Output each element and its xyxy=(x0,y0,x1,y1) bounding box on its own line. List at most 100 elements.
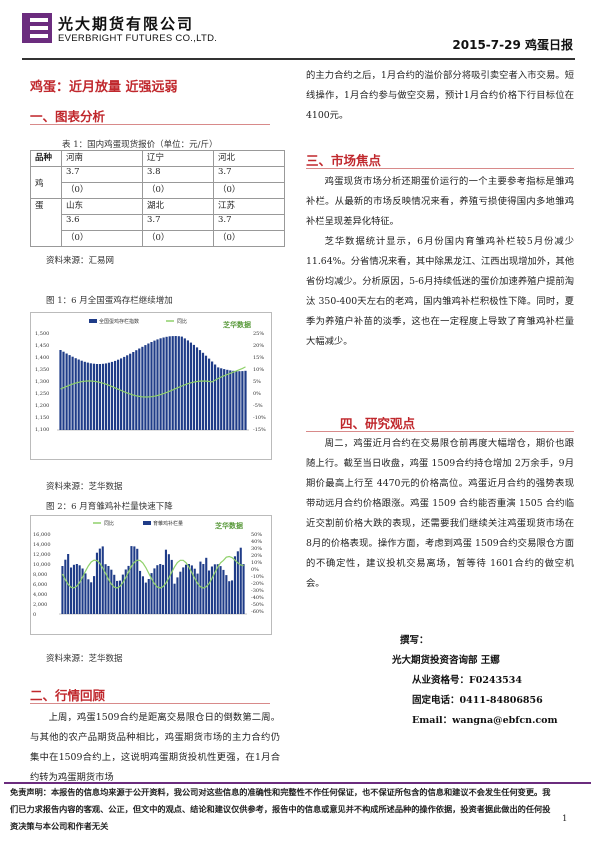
figure-2-yoy-line xyxy=(61,555,244,589)
table-row: 品种 河南 辽宁 河北 xyxy=(30,150,285,167)
tick-label: 14,000 xyxy=(33,542,51,548)
bar xyxy=(104,564,107,614)
main-title: 鸡蛋：近月放量 近强远弱 xyxy=(30,80,178,95)
bar xyxy=(141,576,144,614)
bar xyxy=(95,552,98,614)
bar xyxy=(101,546,104,614)
bar xyxy=(179,571,182,614)
table-cell: 3.7 xyxy=(61,166,143,183)
author-email[interactable]: Email：wangna@ebfcn.com xyxy=(412,715,558,726)
bar xyxy=(84,573,87,614)
tick-label: -10% xyxy=(251,574,264,580)
bar xyxy=(113,574,116,614)
table-cell: 3.6 xyxy=(61,214,143,231)
disclaimer: 免责声明：本报告的信息均来源于公开资料，我公司对这些信息的准确性和完整性不作任何… xyxy=(10,787,551,831)
bar xyxy=(116,580,119,614)
table-cell: 山东 xyxy=(61,198,143,215)
left-axis-ticks: 16,000 14,000 12,000 10,000 8,000 6,000 … xyxy=(33,532,51,618)
table-cell: 江苏 xyxy=(213,198,285,215)
tick-label: 1,350 xyxy=(35,367,49,373)
table-row-label: 蛋 xyxy=(30,198,62,247)
table-row: 蛋 山东 湖北 江苏 xyxy=(30,198,285,247)
legend-label-a: 全国蛋鸡存栏指数 xyxy=(99,318,139,325)
bar xyxy=(153,340,156,430)
tick-label: 1,450 xyxy=(35,343,49,349)
paragraph-text: 的主力合约之后，1月合约的溢价部分将吸引卖空者入市交易。短线操作，1月合约参与做… xyxy=(306,70,574,121)
tick-label: 8,000 xyxy=(33,572,47,578)
bar xyxy=(132,352,135,430)
bar xyxy=(129,353,132,430)
tick-label: -15% xyxy=(253,427,266,433)
bar xyxy=(74,358,77,430)
bar xyxy=(101,363,105,430)
bar xyxy=(231,580,234,614)
bar xyxy=(233,556,236,614)
bar xyxy=(229,370,232,430)
bar xyxy=(213,564,216,614)
bar xyxy=(65,353,68,430)
bar xyxy=(64,559,67,614)
bar xyxy=(219,566,222,614)
tick-label: 4,000 xyxy=(33,592,47,598)
bar xyxy=(156,565,159,614)
bar xyxy=(144,345,147,430)
table-cell: 河北 xyxy=(213,150,285,167)
paragraph-text: 芝华数据统计显示，6月份国内育雏鸡补栏较5月份减少11.64%。分省情况来看，其… xyxy=(306,236,574,347)
author-cert: 从业资格号：F0243534 xyxy=(412,675,523,686)
right-axis-ticks: 50% 40% 30% 20% 10% 0% -10% -20% -30% -4… xyxy=(251,532,264,615)
paragraph-text: 鸡蛋现货市场分析还期蛋价运行的一个主要参考指标是雏鸡补栏。从最新的市场反映情况来… xyxy=(306,176,574,227)
tick-label: 25% xyxy=(253,331,264,337)
bar xyxy=(147,343,150,430)
tick-label: -50% xyxy=(251,602,264,608)
bar xyxy=(165,336,168,430)
table-cell: （0） xyxy=(213,182,285,199)
bar xyxy=(135,350,138,430)
tick-label: -20% xyxy=(251,581,264,587)
legend-swatch-a xyxy=(89,319,97,323)
bar xyxy=(187,564,190,614)
table-cell: 辽宁 xyxy=(142,150,214,167)
company-name-cn: 光大期货有限公司 xyxy=(58,15,195,33)
tick-label: 1,100 xyxy=(35,427,49,433)
bar xyxy=(242,564,245,614)
tick-label: 50% xyxy=(251,532,262,538)
bar xyxy=(130,546,133,614)
table-cell: 3.7 xyxy=(142,214,214,231)
figure-1-yoy-line xyxy=(60,366,246,398)
bar xyxy=(156,339,159,430)
section-chart-analysis: 一、图表分析 xyxy=(30,109,106,124)
bar xyxy=(174,336,177,430)
bar xyxy=(195,347,199,430)
legend-swatch-b xyxy=(143,521,151,525)
bar xyxy=(170,559,173,614)
table-cell: 3.7 xyxy=(213,166,285,183)
table-cell: 湖北 xyxy=(142,198,214,215)
bar xyxy=(61,566,64,614)
author-phone: 固定电话：0411-84806856 xyxy=(412,695,543,706)
review-paragraph-2: 的主力合约之后，1月合约的溢价部分将吸引卖空者入市交易。短线操作，1月合约参与做… xyxy=(306,66,574,126)
tick-label: 1,400 xyxy=(35,355,49,361)
bar xyxy=(78,565,81,614)
bar xyxy=(59,350,62,430)
bar xyxy=(95,364,98,430)
section-divider xyxy=(30,703,270,704)
watermark-label: 芝华数据 xyxy=(223,320,251,329)
bar xyxy=(110,569,113,614)
tick-label: -30% xyxy=(251,588,264,594)
tick-label: 15% xyxy=(253,355,264,361)
bar xyxy=(186,340,189,430)
table-row-label: 鸡 xyxy=(30,166,62,199)
bar xyxy=(107,566,110,614)
tick-label: 1,150 xyxy=(35,415,49,421)
tick-label: 10% xyxy=(251,560,262,566)
tick-label: -40% xyxy=(251,595,264,601)
bar xyxy=(107,362,111,430)
table-cell: （0） xyxy=(142,230,214,247)
company-logo xyxy=(22,13,52,43)
footer-divider xyxy=(4,782,591,834)
tick-label: 5% xyxy=(253,379,261,385)
bar xyxy=(167,554,170,614)
bar xyxy=(133,546,136,614)
price-table: 品种 河南 辽宁 河北 鸡 3.7 3.8 3.7 （0） （0） （0） 蛋 … xyxy=(30,150,285,247)
bar xyxy=(182,567,185,614)
